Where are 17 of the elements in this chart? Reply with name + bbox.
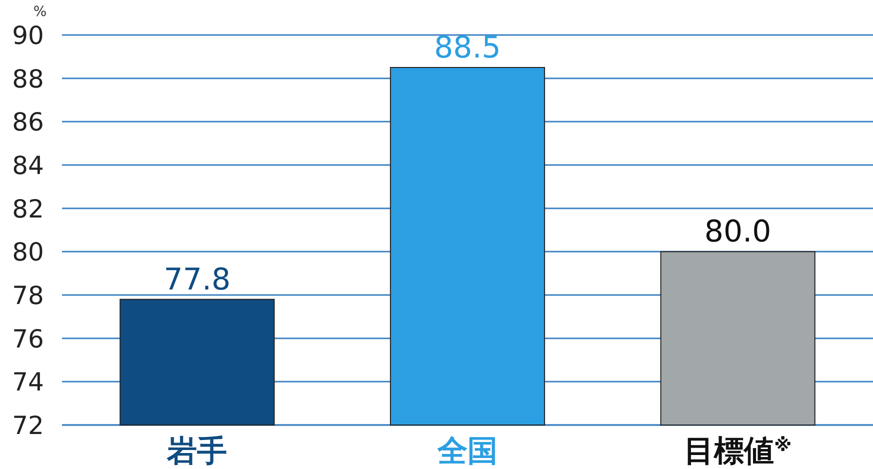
- x-tick-label: 全国: [436, 434, 498, 469]
- y-tick-label: 90: [12, 21, 44, 50]
- y-tick-label: 80: [12, 238, 44, 267]
- y-tick-label: 88: [12, 64, 44, 94]
- data-label: 77.8: [164, 262, 231, 298]
- y-tick-label: 82: [12, 194, 44, 224]
- y-tick-label: 84: [12, 151, 44, 180]
- data-label: 80.0: [704, 214, 772, 250]
- y-axis-title: %: [33, 4, 47, 20]
- x-tick-label: 目標値$^{※}$: [684, 434, 792, 469]
- y-tick-label: 76: [12, 324, 44, 354]
- y-tick-label: 78: [12, 281, 44, 310]
- y-tick-label: 72: [12, 411, 44, 440]
- data-label: 88.5: [434, 30, 501, 66]
- y-tick-label: 86: [12, 108, 44, 137]
- x-tick-label: 岩手: [166, 434, 228, 469]
- y-tick-label: 74: [12, 368, 44, 397]
